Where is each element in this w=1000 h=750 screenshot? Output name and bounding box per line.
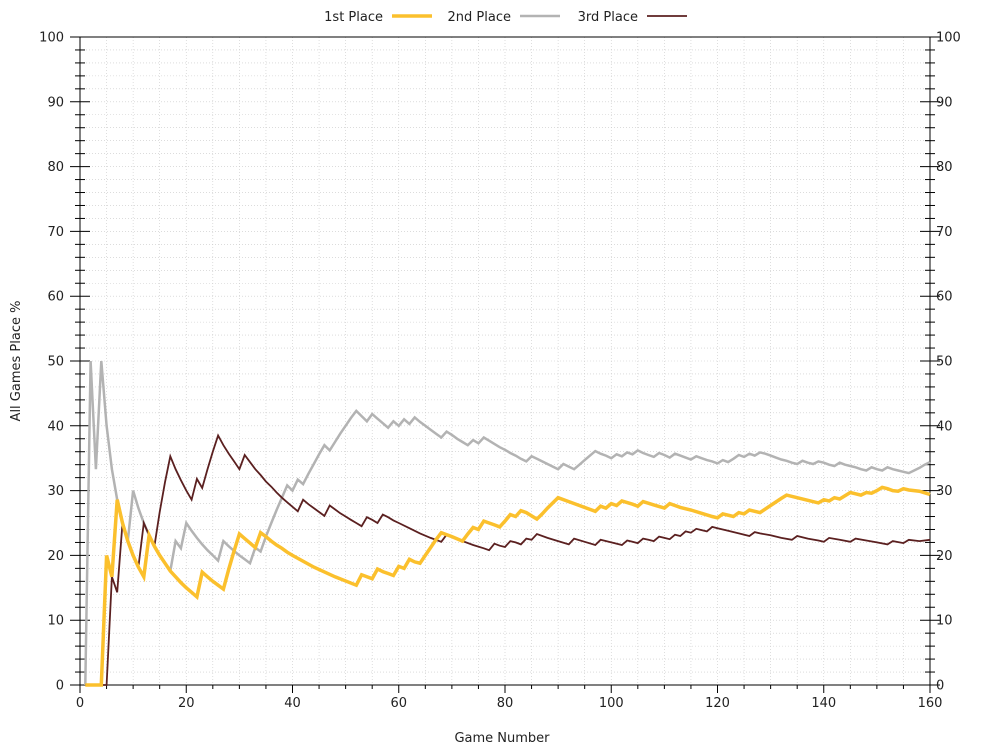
- x-tick-label: 80: [497, 696, 514, 711]
- y-tick-label-right: 80: [936, 160, 953, 175]
- y-tick-label-right: 50: [936, 355, 953, 370]
- legend: 1st Place 2nd Place 3rd Place: [324, 10, 687, 25]
- series-line-2: [84, 360, 931, 686]
- x-tick-label: 160: [918, 696, 943, 711]
- x-tick-label: 20: [178, 696, 195, 711]
- y-tick-label-right: 0: [936, 679, 944, 694]
- y-tick-label-left: 30: [47, 484, 64, 499]
- x-axis-label: Game Number: [454, 731, 550, 746]
- x-tick-label: 120: [705, 696, 730, 711]
- y-tick-label-right: 40: [936, 419, 953, 434]
- y-tick-label-right: 10: [936, 614, 953, 629]
- y-axis-label: All Games Place %: [9, 301, 24, 422]
- series-lines: [84, 360, 931, 687]
- y-tick-label-left: 70: [47, 225, 64, 240]
- x-tick-label: 60: [390, 696, 407, 711]
- series-line-1: [85, 485, 931, 687]
- x-tick-label: 40: [284, 696, 301, 711]
- y-tick-label-left: 0: [56, 679, 64, 694]
- y-tick-label-right: 90: [936, 95, 953, 110]
- x-tick-label: 100: [599, 696, 624, 711]
- y-tick-label-left: 100: [39, 31, 64, 46]
- legend-label-1: 1st Place: [324, 10, 383, 25]
- y-tick-label-left: 90: [47, 95, 64, 110]
- y-tick-label-right: 20: [936, 549, 953, 564]
- y-tick-label-left: 80: [47, 160, 64, 175]
- y-tick-label-left: 40: [47, 419, 64, 434]
- y-tick-label-left: 60: [47, 290, 64, 305]
- legend-label-3: 3rd Place: [578, 10, 638, 25]
- y-tick-label-left: 20: [47, 549, 64, 564]
- y-tick-label-right: 30: [936, 484, 953, 499]
- y-tick-label-left: 10: [47, 614, 64, 629]
- y-tick-label-left: 50: [47, 355, 64, 370]
- grid: [79, 36, 931, 686]
- series-line-3: [85, 433, 931, 686]
- y-tick-label-right: 100: [936, 31, 961, 46]
- y-tick-label-right: 60: [936, 290, 953, 305]
- x-tick-label: 140: [811, 696, 836, 711]
- y-tick-label-right: 70: [936, 225, 953, 240]
- legend-label-2: 2nd Place: [448, 10, 511, 25]
- x-tick-label: 0: [76, 696, 84, 711]
